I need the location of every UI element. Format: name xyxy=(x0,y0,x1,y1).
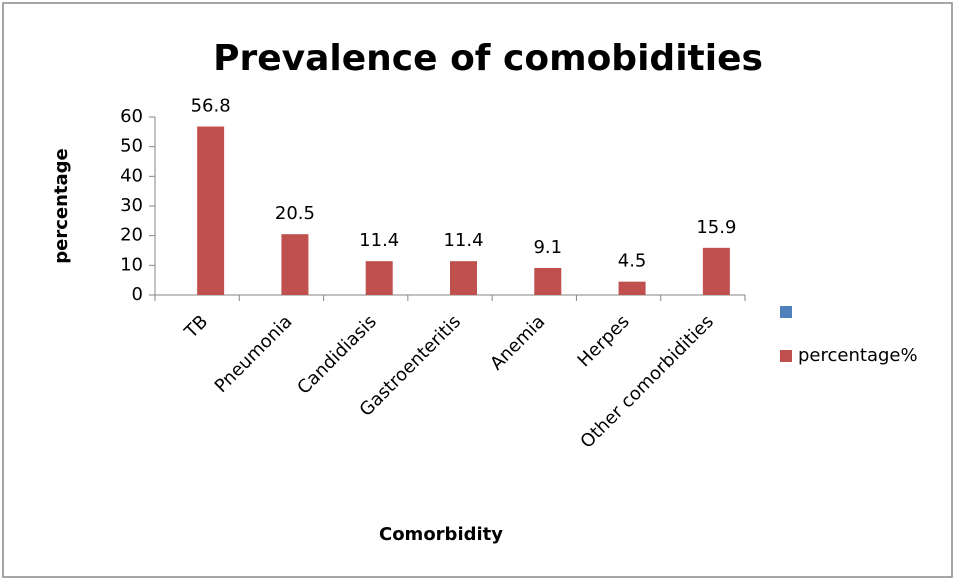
x-axis-title: Comorbidity xyxy=(379,524,503,545)
data-label: 56.8 xyxy=(191,95,231,116)
y-tick-label: 10 xyxy=(120,254,143,275)
bar xyxy=(365,261,393,295)
bar xyxy=(618,281,646,295)
bar xyxy=(450,261,477,295)
legend-swatch xyxy=(780,306,792,318)
data-label: 9.1 xyxy=(533,237,562,258)
y-tick-label: 50 xyxy=(120,136,143,157)
bar xyxy=(281,234,309,295)
y-tick-label: 30 xyxy=(120,195,143,216)
y-tick-label: 60 xyxy=(120,106,143,127)
data-label: 11.4 xyxy=(443,230,483,251)
bar xyxy=(702,247,730,295)
data-label: 11.4 xyxy=(359,230,399,251)
bar xyxy=(197,126,225,295)
y-tick-label: 20 xyxy=(120,225,143,246)
y-axis-title: percentage xyxy=(51,148,72,264)
y-tick-label: 0 xyxy=(132,284,143,305)
data-label: 4.5 xyxy=(618,251,647,272)
chart-title: Prevalence of comobidities xyxy=(213,38,763,79)
bar xyxy=(534,268,562,295)
legend-swatch xyxy=(780,350,792,362)
y-tick-label: 40 xyxy=(120,165,143,186)
data-label: 20.5 xyxy=(275,203,315,224)
legend-label: percentage% xyxy=(798,345,918,366)
data-label: 15.9 xyxy=(696,217,736,238)
